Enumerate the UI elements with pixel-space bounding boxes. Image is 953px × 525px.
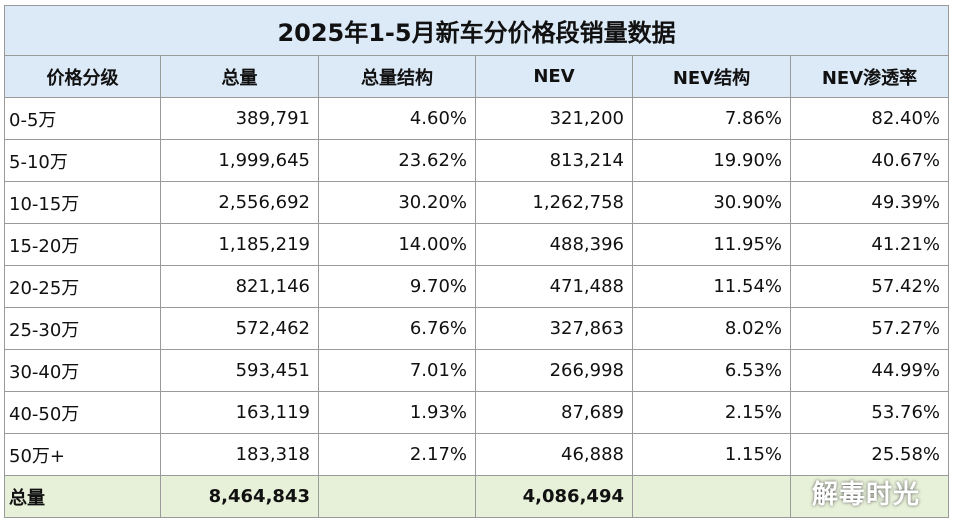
cell: 593,451 (160, 349, 319, 392)
header-cell: NEV (475, 55, 633, 98)
cell: 7.86% (632, 97, 791, 140)
cell: 821,146 (160, 265, 319, 308)
cell: 30-40万 (4, 349, 161, 392)
data-row: 25-30万 572,462 6.76% 327,863 8.02% 57.27% (4, 307, 950, 350)
data-row: 0-5万 389,791 4.60% 321,200 7.86% 82.40% (4, 97, 950, 140)
cell: 57.42% (789, 265, 950, 308)
cell: 40.67% (789, 139, 950, 182)
cell: 9.70% (318, 265, 476, 308)
table-wrap: 2025年1-5月新车分价格段销量数据 价格分级 总量 总量结构 NEV NEV结构 NE… (3, 5, 950, 518)
header-cell: NEV结构 (632, 55, 791, 98)
sales-table: 2025年1-5月新车分价格段销量数据 价格分级 总量 总量结构 NEV NEV结构 NE… (3, 5, 950, 518)
cell: 82.40% (789, 97, 950, 140)
data-row: 20-25万 821,146 9.70% 471,488 11.54% 57.42% (4, 265, 950, 308)
header-cell: NEV渗透率 (789, 55, 950, 98)
header-cell: 总量 (160, 55, 319, 98)
cell: 471,488 (475, 265, 633, 308)
cell: 11.54% (632, 265, 791, 308)
cell: 25-30万 (4, 307, 161, 350)
cell: 14.00% (318, 223, 476, 266)
cell: 11.95% (632, 223, 791, 266)
cell: 20-25万 (4, 265, 161, 308)
empty-cell (318, 475, 476, 518)
total-value: 8,464,843 (160, 475, 319, 518)
cell: 266,998 (475, 349, 633, 392)
total-row: 总量 8,464,843 4,086,494 (4, 475, 950, 518)
cell: 1,185,219 (160, 223, 319, 266)
cell: 49.39% (789, 181, 950, 224)
table-title: 2025年1-5月新车分价格段销量数据 (3, 5, 950, 56)
cell: 2.15% (632, 391, 791, 434)
cell: 1,999,645 (160, 139, 319, 182)
cell: 8.02% (632, 307, 791, 350)
total-nev: 4,086,494 (475, 475, 633, 518)
cell: 0-5万 (4, 97, 161, 140)
data-row: 10-15万 2,556,692 30.20% 1,262,758 30.90% 49.3… (4, 181, 950, 224)
cell: 53.76% (789, 391, 950, 434)
cell: 30.20% (318, 181, 476, 224)
data-row: 30-40万 593,451 7.01% 266,998 6.53% 44.99% (4, 349, 950, 392)
cell: 41.21% (789, 223, 950, 266)
cell: 87,689 (475, 391, 633, 434)
cell: 57.27% (789, 307, 950, 350)
data-row: 40-50万 163,119 1.93% 87,689 2.15% 53.76% (4, 391, 950, 434)
total-label: 总量 (4, 475, 161, 518)
cell: 15-20万 (4, 223, 161, 266)
cell: 813,214 (475, 139, 633, 182)
cell: 23.62% (318, 139, 476, 182)
cell: 6.53% (632, 349, 791, 392)
empty-cell (789, 475, 950, 518)
cell: 6.76% (318, 307, 476, 350)
header-row: 价格分级 总量 总量结构 NEV NEV结构 NEV渗透率 (4, 55, 950, 98)
cell: 19.90% (632, 139, 791, 182)
data-row: 50万+ 183,318 2.17% 46,888 1.15% 25.58% (4, 433, 950, 476)
data-row: 15-20万 1,185,219 14.00% 488,396 11.95% 41.21% (4, 223, 950, 266)
cell: 40-50万 (4, 391, 161, 434)
cell: 5-10万 (4, 139, 161, 182)
cell: 44.99% (789, 349, 950, 392)
cell: 1,262,758 (475, 181, 633, 224)
table-body: 0-5万 389,791 4.60% 321,200 7.86% 82.40% 5-10万 1… (4, 97, 950, 518)
cell: 25.58% (789, 433, 950, 476)
header-cell: 价格分级 (4, 55, 161, 98)
empty-cell (632, 475, 791, 518)
data-row: 5-10万 1,999,645 23.62% 813,214 19.90% 40.67% (4, 139, 950, 182)
cell: 7.01% (318, 349, 476, 392)
cell: 327,863 (475, 307, 633, 350)
cell: 30.90% (632, 181, 791, 224)
cell: 572,462 (160, 307, 319, 350)
cell: 2.17% (318, 433, 476, 476)
cell: 50万+ (4, 433, 161, 476)
cell: 389,791 (160, 97, 319, 140)
watermark: 解毒时光 (812, 480, 921, 510)
cell: 4.60% (318, 97, 476, 140)
cell: 2,556,692 (160, 181, 319, 224)
cell: 183,318 (160, 433, 319, 476)
cell: 46,888 (475, 433, 633, 476)
cell: 163,119 (160, 391, 319, 434)
cell: 488,396 (475, 223, 633, 266)
cell: 321,200 (475, 97, 633, 140)
cell: 1.93% (318, 391, 476, 434)
header-cell: 总量结构 (318, 55, 476, 98)
cell: 1.15% (632, 433, 791, 476)
cell: 10-15万 (4, 181, 161, 224)
